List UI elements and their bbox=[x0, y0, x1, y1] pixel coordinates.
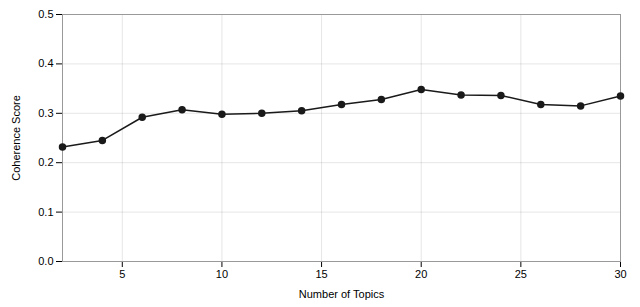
svg-text:0.4: 0.4 bbox=[38, 57, 53, 69]
svg-text:20: 20 bbox=[415, 268, 427, 280]
svg-text:5: 5 bbox=[119, 268, 125, 280]
svg-text:0.3: 0.3 bbox=[38, 107, 53, 119]
svg-text:30: 30 bbox=[614, 268, 626, 280]
svg-text:15: 15 bbox=[315, 268, 327, 280]
svg-text:0.5: 0.5 bbox=[38, 8, 53, 20]
svg-text:25: 25 bbox=[515, 268, 527, 280]
svg-text:0.1: 0.1 bbox=[38, 206, 53, 218]
svg-text:10: 10 bbox=[216, 268, 228, 280]
svg-text:0.0: 0.0 bbox=[38, 255, 53, 267]
svg-text:Number of Topics: Number of Topics bbox=[299, 288, 385, 300]
svg-text:0.2: 0.2 bbox=[38, 156, 53, 168]
svg-text:Coherence Score: Coherence Score bbox=[10, 95, 22, 181]
